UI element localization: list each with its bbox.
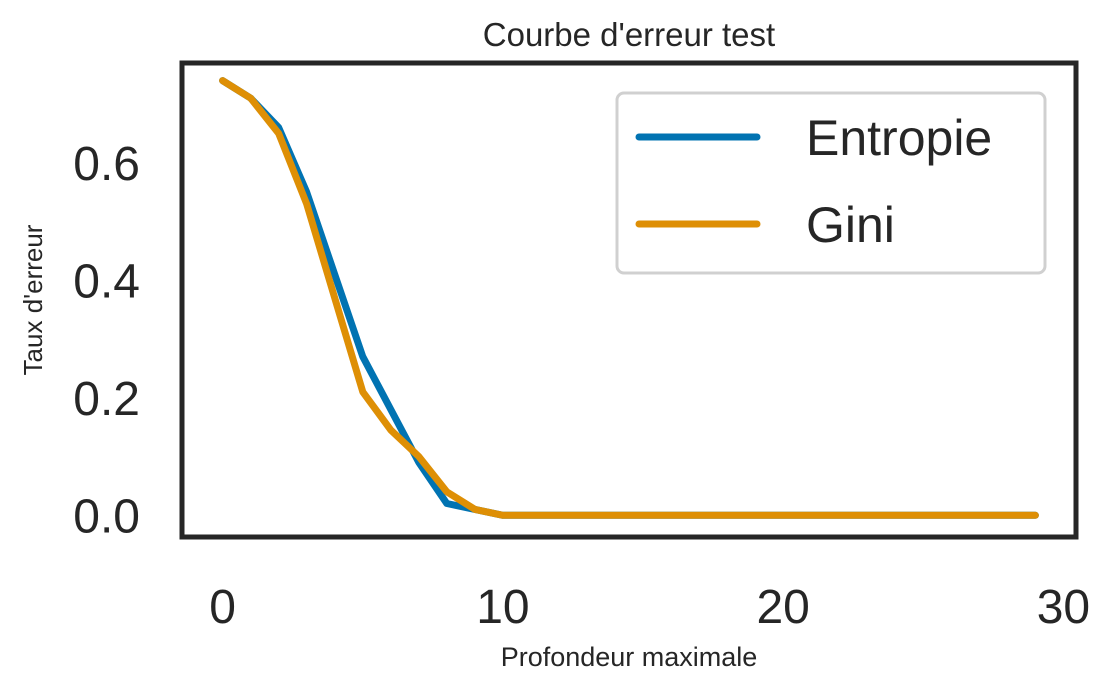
y-tick-label: 0.0	[73, 490, 140, 543]
y-tick-label: 0.4	[73, 255, 140, 308]
x-tick-label: 30	[1037, 581, 1090, 634]
legend: Entropie Gini	[615, 91, 1047, 275]
x-tick-label: 10	[476, 581, 529, 634]
chart-title: Courbe d'erreur test	[483, 16, 775, 53]
legend-label-gini: Gini	[806, 197, 895, 253]
x-tick-label: 0	[209, 581, 236, 634]
y-axis-label: Taux d'erreur	[18, 224, 48, 375]
series-line-gini	[219, 77, 1039, 519]
series-lines	[219, 77, 1039, 519]
y-tick-label: 0.2	[73, 373, 140, 426]
legend-label-entropie: Entropie	[806, 110, 992, 166]
plot-frame	[179, 60, 1079, 540]
axis-ticks: 0 10 20 30 0.0 0.2 0.4 0.6	[73, 138, 1090, 634]
x-axis-label: Profondeur maximale	[501, 642, 758, 672]
y-tick-label: 0.6	[73, 138, 140, 191]
x-tick-label: 20	[756, 581, 809, 634]
